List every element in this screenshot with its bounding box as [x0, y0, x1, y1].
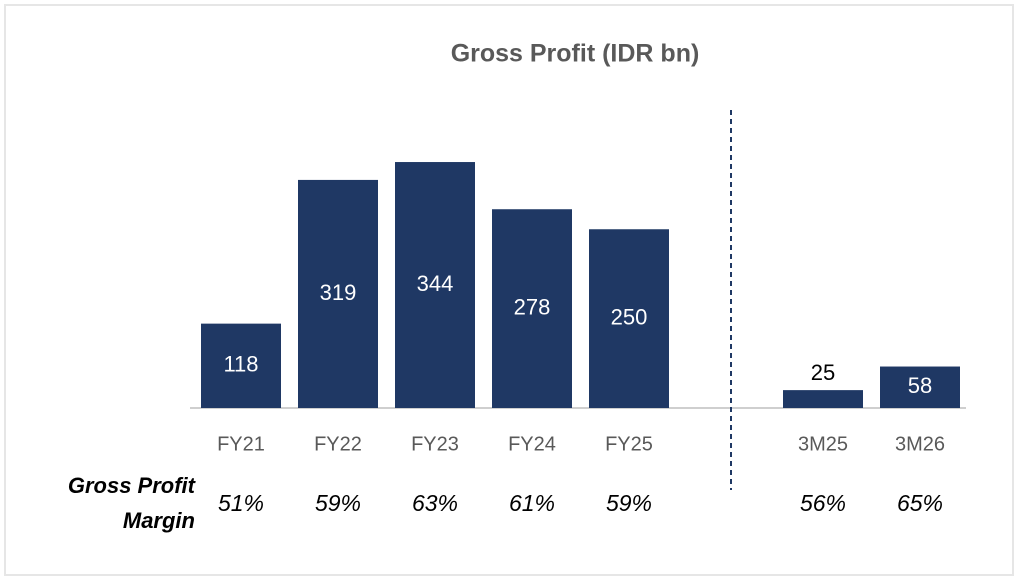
- bar: [298, 179, 378, 408]
- x-tick-label: FY25: [605, 433, 653, 455]
- chart-title: Gross Profit (IDR bn): [451, 40, 700, 68]
- x-tick-label: FY22: [314, 433, 362, 455]
- margin-value: 51%: [218, 490, 264, 516]
- bar: [201, 323, 281, 408]
- margin-value: 65%: [897, 490, 943, 516]
- value-label: 118: [223, 352, 258, 377]
- margin-value: 63%: [412, 490, 458, 516]
- margin-value: 56%: [800, 490, 846, 516]
- value-label: 250: [611, 304, 648, 329]
- value-label: 25: [811, 360, 835, 385]
- x-tick-label: FY24: [508, 433, 556, 455]
- margin-label: Gross Profit: [68, 473, 197, 498]
- bar: [395, 162, 475, 408]
- x-tick-label: FY23: [411, 433, 459, 455]
- bar: [783, 390, 863, 408]
- bar: [880, 366, 960, 408]
- margin-value: 59%: [606, 490, 652, 516]
- value-label: 278: [514, 294, 551, 319]
- x-tick-label: 3M25: [798, 433, 848, 455]
- x-tick-label: FY21: [217, 433, 265, 455]
- bar: [589, 229, 669, 408]
- value-label: 344: [417, 271, 454, 296]
- value-label: 58: [908, 373, 932, 398]
- x-tick-label: 3M26: [895, 433, 945, 455]
- value-label: 319: [320, 280, 357, 305]
- margin-value: 59%: [315, 490, 361, 516]
- margin-label: Margin: [123, 508, 195, 533]
- bar: [492, 209, 572, 408]
- margin-value: 61%: [509, 490, 555, 516]
